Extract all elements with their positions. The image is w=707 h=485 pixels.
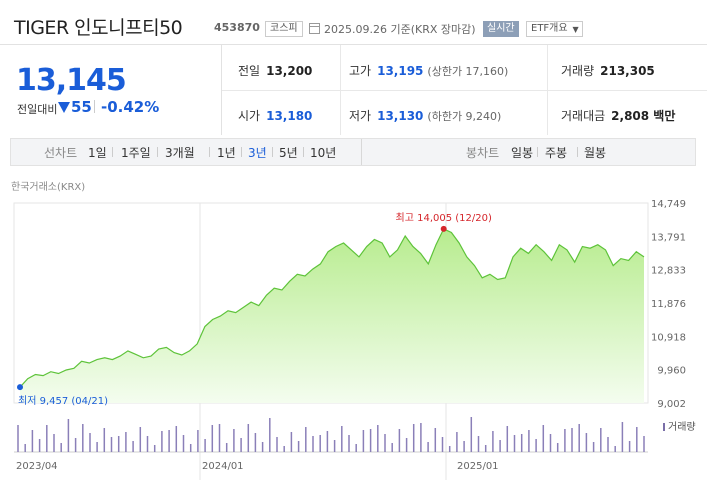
volume-label: 거래량 [561, 64, 595, 78]
fund-title: TIGER 인도니프티50 [14, 17, 183, 39]
col-divider [547, 45, 548, 135]
y-tick-label: 9,960 [657, 366, 686, 377]
prev-close-stat: 전일 13,200 [238, 62, 312, 79]
y-tick-label: 11,876 [651, 299, 686, 310]
y-tick-label: 10,918 [651, 332, 686, 343]
prev-close-value: 13,200 [266, 64, 313, 78]
period-5y[interactable]: 5년 [279, 146, 298, 160]
x-tick-label: 2023/04 [16, 461, 58, 472]
volume-legend: 거래량 [663, 418, 696, 433]
fund-code: 453870 [214, 21, 260, 34]
quote-header: TIGER 인도니프티50 453870 코스피 2025.09.26 기준(K… [0, 0, 707, 45]
high-stat: 고가 13,195 (상한가 17,160) [349, 62, 508, 79]
volume-swatch [663, 423, 665, 431]
candle-monthly[interactable]: 월봉 [584, 146, 607, 160]
realtime-button[interactable]: 실시간 [483, 21, 519, 37]
open-value: 13,180 [266, 109, 313, 123]
price-chart[interactable]: 14,749 13,791 12,833 11,876 10,918 9,960 9,002… [0, 190, 707, 485]
prev-close-label: 전일 [238, 64, 261, 78]
candle-weekly[interactable]: 주봉 [545, 146, 568, 160]
period-sep [241, 147, 242, 157]
low-stat: 저가 13,130 (하한가 9,240) [349, 107, 501, 124]
period-1w[interactable]: 1주일 [121, 146, 151, 160]
price-line [19, 228, 645, 388]
amount-stat: 거래대금 2,808 백만 [561, 107, 675, 124]
change-value: 55 [71, 98, 92, 116]
low-label: 최저 9,457 (04/21) [18, 395, 108, 407]
candle-daily[interactable]: 일봉 [511, 146, 534, 160]
chevron-down-icon: ▼ [572, 25, 579, 34]
price-area [20, 228, 644, 403]
y-tick-label: 12,833 [651, 266, 686, 277]
lower-limit: (하한가 9,240) [427, 110, 502, 123]
high-label: 최고 14,005 (12/20) [396, 212, 492, 224]
period-3m[interactable]: 3개월 [165, 146, 195, 160]
period-sep [157, 147, 158, 157]
period-sep [537, 147, 538, 157]
low-value: 13,130 [377, 109, 424, 123]
col-divider [340, 45, 341, 135]
calendar-icon [309, 23, 320, 34]
line-chart-label: 선차트 [44, 146, 78, 160]
current-price: 13,145 [16, 63, 127, 98]
price-box: 13,145 전일대비 55 -0.42% [0, 45, 222, 135]
change-label: 전일대비 [17, 103, 58, 116]
amount-value: 2,808 백만 [611, 109, 676, 123]
period-sep [577, 147, 578, 157]
high-value: 13,195 [377, 64, 424, 78]
change-divider [94, 100, 95, 113]
low-marker [17, 384, 23, 391]
high-label: 고가 [349, 64, 372, 78]
market-badge: 코스피 [265, 21, 303, 37]
low-label: 저가 [349, 109, 372, 123]
period-sep [272, 147, 273, 157]
period-sep [209, 147, 210, 157]
chart-source: 한국거래소(KRX) [11, 182, 86, 193]
period-bar: 선차트 1일 1주일 3개월 1년 3년 5년 10년 봉차트 일봉 주봉 월봉 [10, 138, 696, 166]
change-percent: -0.42% [101, 98, 160, 116]
open-stat: 시가 13,180 [238, 107, 312, 124]
period-1d[interactable]: 1일 [88, 146, 107, 160]
volume-value: 213,305 [600, 64, 655, 78]
amount-label: 거래대금 [561, 109, 606, 123]
candle-chart-label: 봉차트 [466, 146, 500, 160]
as-of-date: 2025.09.26 기준(KRX 장마감) [324, 23, 476, 36]
volume-legend-text: 거래량 [668, 422, 696, 433]
y-tick-label: 9,002 [657, 399, 686, 410]
etf-overview-button[interactable]: ETF개요 ▼ [526, 21, 583, 37]
period-sep [112, 147, 113, 157]
y-tick-label: 14,749 [651, 199, 686, 210]
volume-stat: 거래량 213,305 [561, 62, 655, 79]
x-tick-label: 2025/01 [457, 461, 499, 472]
period-10y[interactable]: 10년 [310, 146, 337, 160]
period-3y[interactable]: 3년 [248, 146, 267, 160]
upper-limit: (상한가 17,160) [427, 65, 509, 78]
high-marker [440, 225, 447, 232]
open-label: 시가 [238, 109, 261, 123]
period-sep [303, 147, 304, 157]
period-divider [361, 139, 362, 165]
down-arrow-icon [58, 102, 70, 113]
x-tick-label: 2024/01 [202, 461, 244, 472]
etf-overview-label: ETF개요 [531, 23, 568, 34]
stats-table: 전일 13,200 고가 13,195 (상한가 17,160) 거래량 213,305… [222, 45, 707, 135]
period-1y[interactable]: 1년 [217, 146, 236, 160]
row-divider [222, 90, 707, 91]
y-tick-label: 13,791 [651, 232, 686, 243]
